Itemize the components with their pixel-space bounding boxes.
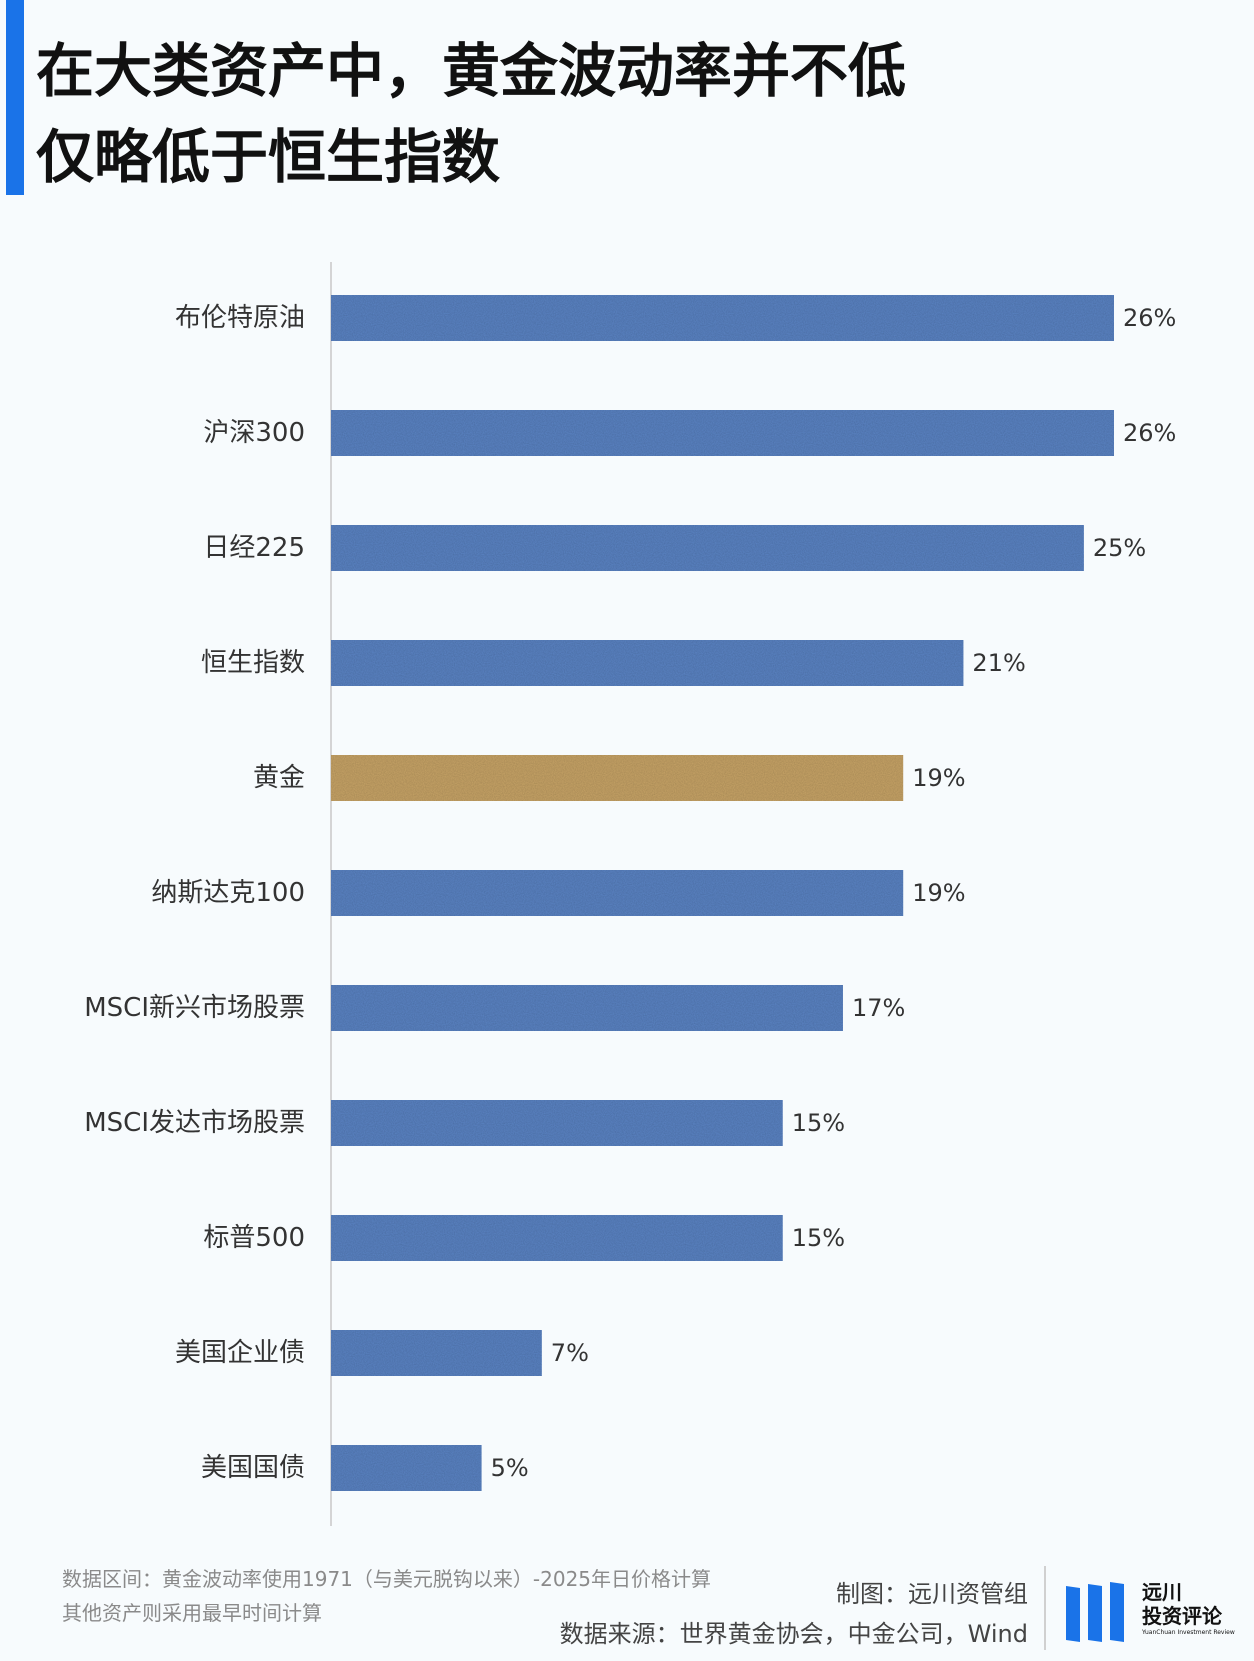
bar-4 (331, 755, 904, 801)
category-label-1: 沪深300 (203, 418, 305, 448)
value-label-0: 26% (1123, 304, 1176, 332)
title-accent-bar (6, 0, 24, 195)
value-labels-group: 26% 26% 25% 21% 19% 19% 17% 15% 15% 7% 5% (491, 304, 1177, 1482)
brand-name-en: YuanChuan Investment Review (1142, 1629, 1235, 1636)
page-title: 在大类资产中，黄金波动率并不低 仅略低于恒生指数 (36, 28, 1186, 200)
bar-6 (331, 985, 843, 1031)
footnotes: 数据区间：黄金波动率使用1971（与美元脱钩以来）-2025年日价格计算 其他资… (62, 1562, 711, 1630)
brand-name-1: 远川 (1142, 1580, 1182, 1604)
logo-divider (1044, 1566, 1046, 1650)
value-label-3: 21% (972, 649, 1025, 677)
credits: 制图：远川资管组 数据来源：世界黄金协会，中金公司，Wind (560, 1574, 1028, 1654)
bar-8 (331, 1215, 783, 1261)
category-label-3: 恒生指数 (201, 648, 305, 678)
bar-7 (331, 1100, 783, 1146)
brand-name-2: 投资评论 (1142, 1604, 1222, 1628)
bar-9 (331, 1330, 542, 1376)
value-label-9: 7% (551, 1339, 589, 1367)
value-label-7: 15% (792, 1109, 845, 1137)
category-label-4: 黄金 (253, 763, 305, 793)
bar-10 (331, 1445, 482, 1491)
bar-0 (331, 295, 1114, 341)
chart-maker: 制图：远川资管组 (836, 1580, 1028, 1608)
brand-logo: 远川 投资评论 YuanChuan Investment Review (1064, 1580, 1246, 1644)
bar-5 (331, 870, 904, 916)
category-label-7: MSCI发达市场股票 (84, 1108, 305, 1138)
title-line-1: 在大类资产中，黄金波动率并不低 (36, 37, 907, 105)
value-label-1: 26% (1123, 419, 1176, 447)
category-label-9: 美国企业债 (175, 1338, 305, 1368)
category-label-10: 美国国债 (201, 1453, 305, 1483)
category-label-5: 纳斯达克100 (151, 878, 305, 908)
bar-1 (331, 410, 1114, 456)
value-label-4: 19% (912, 764, 965, 792)
category-label-0: 布伦特原油 (175, 303, 305, 333)
value-label-2: 25% (1093, 534, 1146, 562)
value-label-5: 19% (912, 879, 965, 907)
category-label-6: MSCI新兴市场股票 (84, 993, 305, 1023)
title-line-2: 仅略低于恒生指数 (36, 123, 501, 191)
category-label-8: 标普500 (203, 1223, 305, 1253)
value-label-8: 15% (792, 1224, 845, 1252)
category-label-2: 日经225 (203, 533, 305, 563)
bar-3 (331, 640, 964, 686)
brand-mark-icon (1066, 1582, 1124, 1642)
bar-2 (331, 525, 1084, 571)
brand-text: 远川 投资评论 YuanChuan Investment Review (1142, 1580, 1246, 1638)
bars-group (331, 295, 1114, 1491)
value-label-6: 17% (852, 994, 905, 1022)
data-source: 数据来源：世界黄金协会，中金公司，Wind (559, 1620, 1028, 1648)
footnote-line-1: 数据区间：黄金波动率使用1971（与美元脱钩以来）-2025年日价格计算 (62, 1567, 712, 1591)
value-label-10: 5% (491, 1454, 529, 1482)
footnote-line-2: 其他资产则采用最早时间计算 (62, 1601, 322, 1625)
